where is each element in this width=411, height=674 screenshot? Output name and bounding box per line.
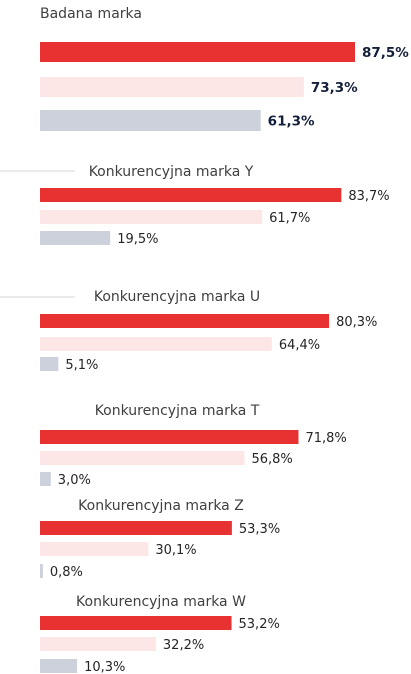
group-1-title: Badana marka <box>40 6 142 22</box>
group-2-title: Konkurencyjna marka Y <box>89 164 254 180</box>
group-3-series-3-bar <box>40 357 59 371</box>
group-6-series-1-bar <box>40 616 232 630</box>
group-3-series-2-value-label: 64,4% <box>279 338 320 353</box>
group-5-series-3-value-label: 0,8% <box>50 565 83 580</box>
group-6-series-1-value-label: 53,2% <box>239 617 280 632</box>
group-1-series-1-value-label: 87,5% <box>362 45 409 61</box>
group-4-series-1-value-label: 71,8% <box>305 431 346 446</box>
group-3-series-2-bar <box>40 337 272 351</box>
group-1-series-2-bar <box>40 77 304 97</box>
group-2-series-1-bar <box>40 188 342 202</box>
group-2-series-3-value-label: 19,5% <box>117 232 158 247</box>
group-4-series-3-bar <box>40 472 51 486</box>
group-5-title: Konkurencyjna marka Z <box>78 498 244 514</box>
group-3-series-1-bar <box>40 314 330 328</box>
group-4-series-2-bar <box>40 451 245 465</box>
group-1-series-3-bar <box>40 110 261 131</box>
group-1-series-2-value-label: 73,3% <box>311 80 358 96</box>
group-4-series-2-value-label: 56,8% <box>251 452 292 467</box>
group-4-series-1-bar <box>40 430 299 444</box>
group-6-series-3-bar <box>40 659 78 673</box>
group-2-series-3-bar <box>40 231 111 245</box>
group-2-series-2-value-label: 61,7% <box>269 211 310 226</box>
group-3-series-1-value-label: 80,3% <box>336 315 377 330</box>
group-6-series-3-value-label: 10,3% <box>84 660 125 674</box>
group-4-title: Konkurencyjna marka T <box>95 403 260 419</box>
group-6-title: Konkurencyjna marka W <box>76 594 246 610</box>
group-6-series-2-bar <box>40 637 156 651</box>
group-3-series-3-value-label: 5,1% <box>65 358 98 373</box>
group-2-series-1-value-label: 83,7% <box>348 189 389 204</box>
group-2-series-2-bar <box>40 210 263 224</box>
group-1-series-1-bar <box>40 42 355 62</box>
group-5-series-1-bar <box>40 521 232 535</box>
group-6-series-2-value-label: 32,2% <box>163 638 204 653</box>
group-5-series-3-bar <box>40 564 43 578</box>
group-3-title: Konkurencyjna marka U <box>94 289 260 305</box>
group-4-series-3-value-label: 3,0% <box>58 473 91 488</box>
group-5-series-2-value-label: 30,1% <box>155 543 196 558</box>
group-5-series-2-bar <box>40 542 149 556</box>
group-1-series-3-value-label: 61,3% <box>268 114 315 130</box>
group-5-series-1-value-label: 53,3% <box>239 522 280 537</box>
